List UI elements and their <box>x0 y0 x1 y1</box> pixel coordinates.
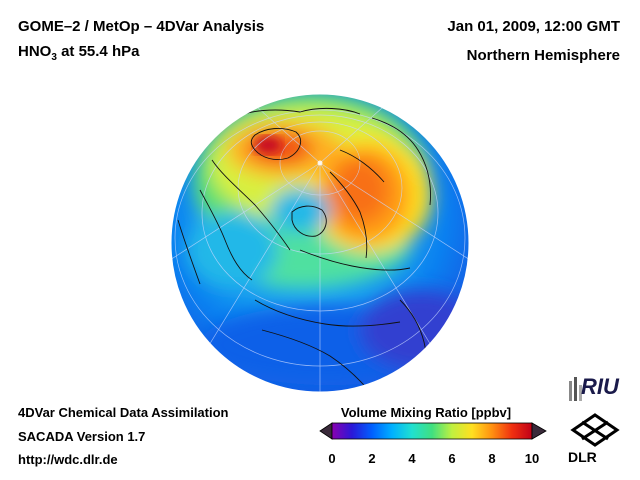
riu-emblem-icon <box>569 377 582 401</box>
datetime-label: Jan 01, 2009, 12:00 GMT <box>447 18 620 35</box>
region-label: Northern Hemisphere <box>466 47 620 64</box>
colorbar-title: Volume Mixing Ratio [ppbv] <box>340 405 512 420</box>
dlr-wordmark: DLR <box>568 449 597 465</box>
colorbar-tick-label: 10 <box>524 451 540 466</box>
version-label: SACADA Version 1.7 <box>18 429 146 444</box>
north-pole-marker <box>317 160 323 166</box>
colorbar-over-arrow <box>531 422 547 440</box>
riu-logo: RIU <box>567 374 627 404</box>
website-link[interactable]: http://wdc.dlr.de <box>18 452 118 467</box>
field-layer <box>171 94 469 392</box>
system-label: 4DVar Chemical Data Assimilation <box>18 405 229 420</box>
graticule <box>171 94 469 392</box>
species-subscript: 3 <box>51 52 57 63</box>
colorbar-tick-label: 8 <box>488 451 496 466</box>
globe-outline <box>170 93 470 393</box>
species-level-title: HNO3 at 55.4 hPa <box>18 43 139 63</box>
colorbar-tick-label: 4 <box>408 451 416 466</box>
pressure-level: at 55.4 hPa <box>56 43 140 60</box>
colorbar-tick-label: 6 <box>448 451 456 466</box>
analysis-title: GOME–2 / MetOp – 4DVar Analysis <box>18 18 265 35</box>
dlr-emblem-icon <box>570 413 620 447</box>
riu-wordmark: RIU <box>581 374 619 399</box>
colorbar-under-arrow <box>319 422 333 440</box>
colorbar-body <box>331 422 533 440</box>
species-name: HNO <box>18 43 52 60</box>
colorbar-tick-label: 0 <box>328 451 336 466</box>
dlr-logo: DLR <box>566 412 626 472</box>
colorbar-tick-label: 2 <box>368 451 376 466</box>
colorbar <box>319 422 547 440</box>
